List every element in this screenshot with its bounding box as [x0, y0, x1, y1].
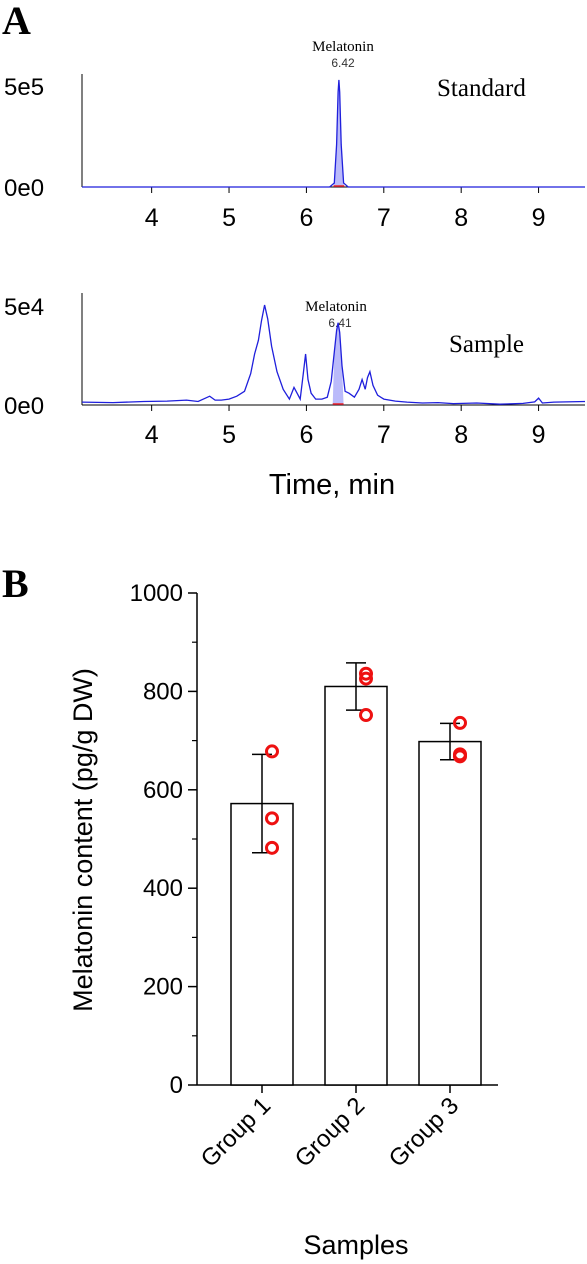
x-tick-label: 5	[222, 421, 236, 449]
trace-line	[82, 79, 585, 188]
y-tick-label: 5e5	[4, 74, 44, 101]
y-tick-label: 400	[143, 875, 183, 902]
bar	[418, 740, 482, 1086]
y-tick-label: 1000	[130, 580, 183, 607]
bar	[324, 685, 388, 1086]
y-tick-label: 200	[143, 974, 183, 1001]
x-tick-label: 7	[377, 421, 391, 449]
data-point	[359, 708, 373, 723]
x-axis-title-time: Time, min	[269, 469, 395, 501]
y-tick-label: 800	[143, 678, 183, 705]
x-tick-label: 4	[145, 204, 159, 232]
chromatogram-sample: 5e4 0e0 Sample Melatonin 6.41 Time, min …	[4, 293, 586, 501]
trace-label-standard: Standard	[437, 75, 526, 102]
x-tick-label: 8	[454, 421, 468, 449]
data-point	[265, 811, 279, 826]
peak-name-sample: Melatonin	[305, 299, 367, 315]
data-point	[453, 715, 467, 730]
x-tick-label: 5	[222, 204, 236, 232]
y-axis-title: Melatonin content (pg/g DW)	[68, 668, 98, 1012]
data-point	[265, 744, 279, 759]
x-tick-label: 8	[454, 204, 468, 232]
y-tick-label: 600	[143, 777, 183, 804]
category-label: Group 2	[290, 1092, 370, 1172]
x-tick-label: 4	[145, 421, 159, 449]
trace-label-sample: Sample	[449, 331, 524, 358]
y-tick-label: 0e0	[4, 175, 44, 202]
category-label: Group 1	[196, 1092, 276, 1172]
data-point	[453, 749, 467, 764]
data-point	[359, 671, 373, 686]
x-axis-title: Samples	[303, 1230, 408, 1260]
peak-name-standard: Melatonin	[312, 39, 374, 55]
y-tick-label: 0e0	[4, 393, 44, 420]
x-tick-label: 9	[532, 204, 546, 232]
peak-rt-sample: 6.41	[328, 316, 352, 330]
panel-label-b: B	[2, 561, 29, 606]
data-point	[265, 840, 279, 855]
peak-rt-standard: 6.42	[331, 56, 355, 70]
x-tick-label: 7	[377, 204, 391, 232]
x-tick-label: 9	[532, 421, 546, 449]
bar-chart: Melatonin content (pg/g DW) Samples 0 200…	[68, 580, 498, 1260]
data-point	[359, 666, 373, 681]
chromatogram-standard: 5e5 0e0 Standard Melatonin 6.42 4 5 6 7 8 9	[4, 39, 585, 232]
y-tick-label: 5e4	[4, 294, 44, 321]
panel-label-a: A	[2, 0, 31, 43]
category-label: Group 3	[384, 1092, 464, 1172]
trace-line	[81, 304, 586, 405]
x-tick-label: 6	[299, 421, 313, 449]
y-tick-label: 0	[170, 1072, 183, 1099]
x-tick-label: 6	[299, 204, 313, 232]
